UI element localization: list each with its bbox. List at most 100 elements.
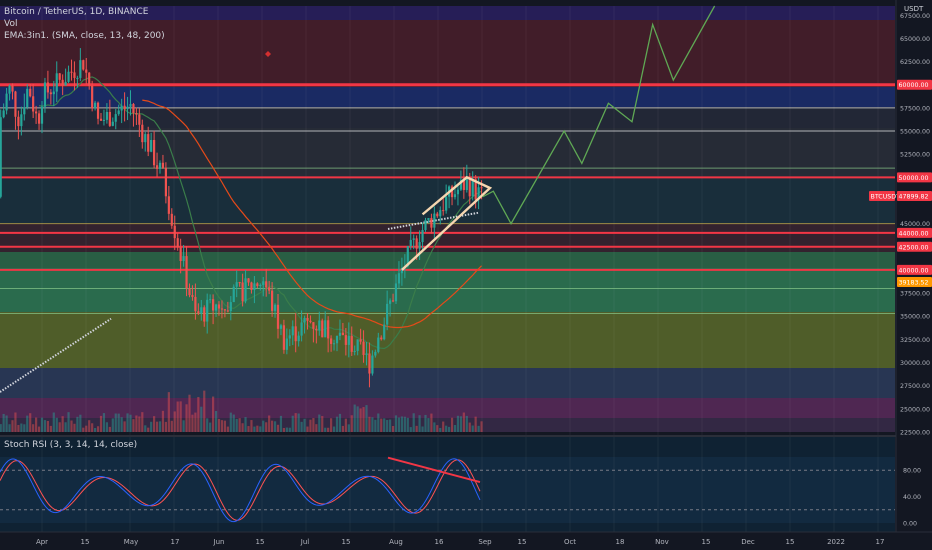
volume-bar: [262, 420, 265, 432]
candle-body: [32, 96, 35, 112]
candle-body: [294, 326, 297, 342]
candle-body: [309, 320, 312, 323]
volume-bar: [67, 412, 70, 432]
volume-bar: [235, 418, 238, 432]
volume-bar: [188, 394, 191, 432]
candle-body: [259, 284, 262, 287]
candle-body: [5, 93, 8, 111]
volume-bar: [117, 413, 120, 432]
time-tick-label: Jul: [300, 538, 310, 546]
rsi-tick-label: 40.00: [903, 494, 921, 501]
volume-bar: [197, 396, 200, 432]
candle-body: [55, 73, 58, 92]
candle-body: [108, 111, 111, 126]
volume-bar: [194, 412, 197, 432]
volume-bar: [383, 418, 386, 432]
volume-bar: [421, 426, 424, 432]
volume-bar: [209, 422, 212, 432]
volume-bar: [17, 424, 20, 432]
volume-bar: [424, 414, 427, 432]
price-tick-label: 27500.00: [900, 383, 930, 390]
volume-bar: [344, 418, 347, 432]
candle-body: [442, 210, 445, 212]
volume-bar: [91, 423, 94, 432]
volume-bar: [279, 415, 283, 432]
candle-body: [191, 295, 194, 297]
candle-body: [96, 102, 100, 119]
candle-body: [123, 105, 126, 110]
candle-body: [318, 320, 321, 331]
sma-line: [38, 76, 482, 350]
volume-bar: [415, 425, 418, 432]
price-tick-label: 52500.00: [900, 152, 930, 159]
volume-bar: [439, 427, 442, 432]
volume-bar: [480, 421, 483, 432]
candle-body: [445, 196, 448, 211]
candle-body: [433, 213, 436, 228]
volume-bar: [436, 425, 439, 432]
volume-bar: [40, 417, 44, 432]
candle-body: [23, 107, 26, 115]
time-tick-label: 15: [81, 538, 90, 546]
time-tick-label: Oct: [564, 538, 576, 546]
candle-body: [347, 335, 350, 345]
candle-body: [250, 282, 253, 291]
volume-bar: [141, 412, 144, 432]
stoch-rsi-label: Stoch RSI (3, 3, 14, 14, close): [4, 440, 137, 450]
volume-bar: [250, 420, 253, 432]
volume-bar: [203, 390, 206, 432]
candle-body: [456, 189, 460, 195]
candle-body: [79, 60, 82, 78]
volume-bar: [29, 413, 32, 432]
volume-bar: [468, 422, 471, 432]
volume-bar: [0, 424, 2, 432]
candle-body: [288, 335, 291, 339]
candle-body: [20, 114, 23, 127]
volume-bar: [200, 406, 203, 432]
volume-bar: [338, 413, 342, 432]
candle-body: [197, 311, 200, 314]
candle-body: [170, 213, 173, 226]
candle-body: [344, 335, 347, 345]
volume-bar: [418, 415, 421, 432]
volume-bar: [400, 416, 403, 432]
rsi-divergence-line: [387, 456, 481, 484]
volume-bar: [350, 415, 353, 432]
candle-body: [465, 177, 468, 191]
candle-body: [35, 111, 38, 114]
stoch-rsi-pane: [0, 435, 932, 523]
volume-bar: [214, 411, 218, 432]
volume-bar: [105, 422, 108, 432]
candle-body: [418, 242, 421, 249]
candle-body: [147, 134, 150, 152]
candle-body: [212, 299, 215, 311]
time-tick-label: Sep: [478, 538, 492, 546]
volume-bar: [52, 412, 55, 432]
volume-bar: [220, 420, 224, 432]
volume-bar: [380, 418, 383, 432]
price-tick-label: 67500.00: [900, 13, 930, 20]
volume-bar: [462, 412, 465, 432]
volume-bar: [253, 426, 256, 432]
volume-bar: [394, 415, 398, 432]
volume-bar: [377, 413, 380, 432]
volume-bar: [241, 423, 244, 432]
currency-label: USDT: [904, 5, 924, 13]
volume-bar: [173, 411, 176, 432]
volume-bar: [368, 416, 371, 432]
candle-body: [117, 110, 120, 115]
price-axis: 67500.00 65000.00 62500.00 57500.00 55000.00…: [895, 0, 932, 550]
time-tick-label: 15: [518, 538, 527, 546]
volume-bar: [335, 416, 339, 432]
candle-body: [368, 353, 371, 374]
time-tick-label: Jun: [213, 538, 225, 546]
candle-body: [40, 106, 44, 124]
price-tick-label: 62500.00: [900, 59, 930, 66]
candle-body: [439, 210, 442, 217]
volume-bar: [223, 420, 226, 432]
rsi-tick-label: 0.00: [903, 521, 917, 528]
price-tag-box: [897, 241, 932, 252]
volume-bar: [61, 416, 64, 432]
